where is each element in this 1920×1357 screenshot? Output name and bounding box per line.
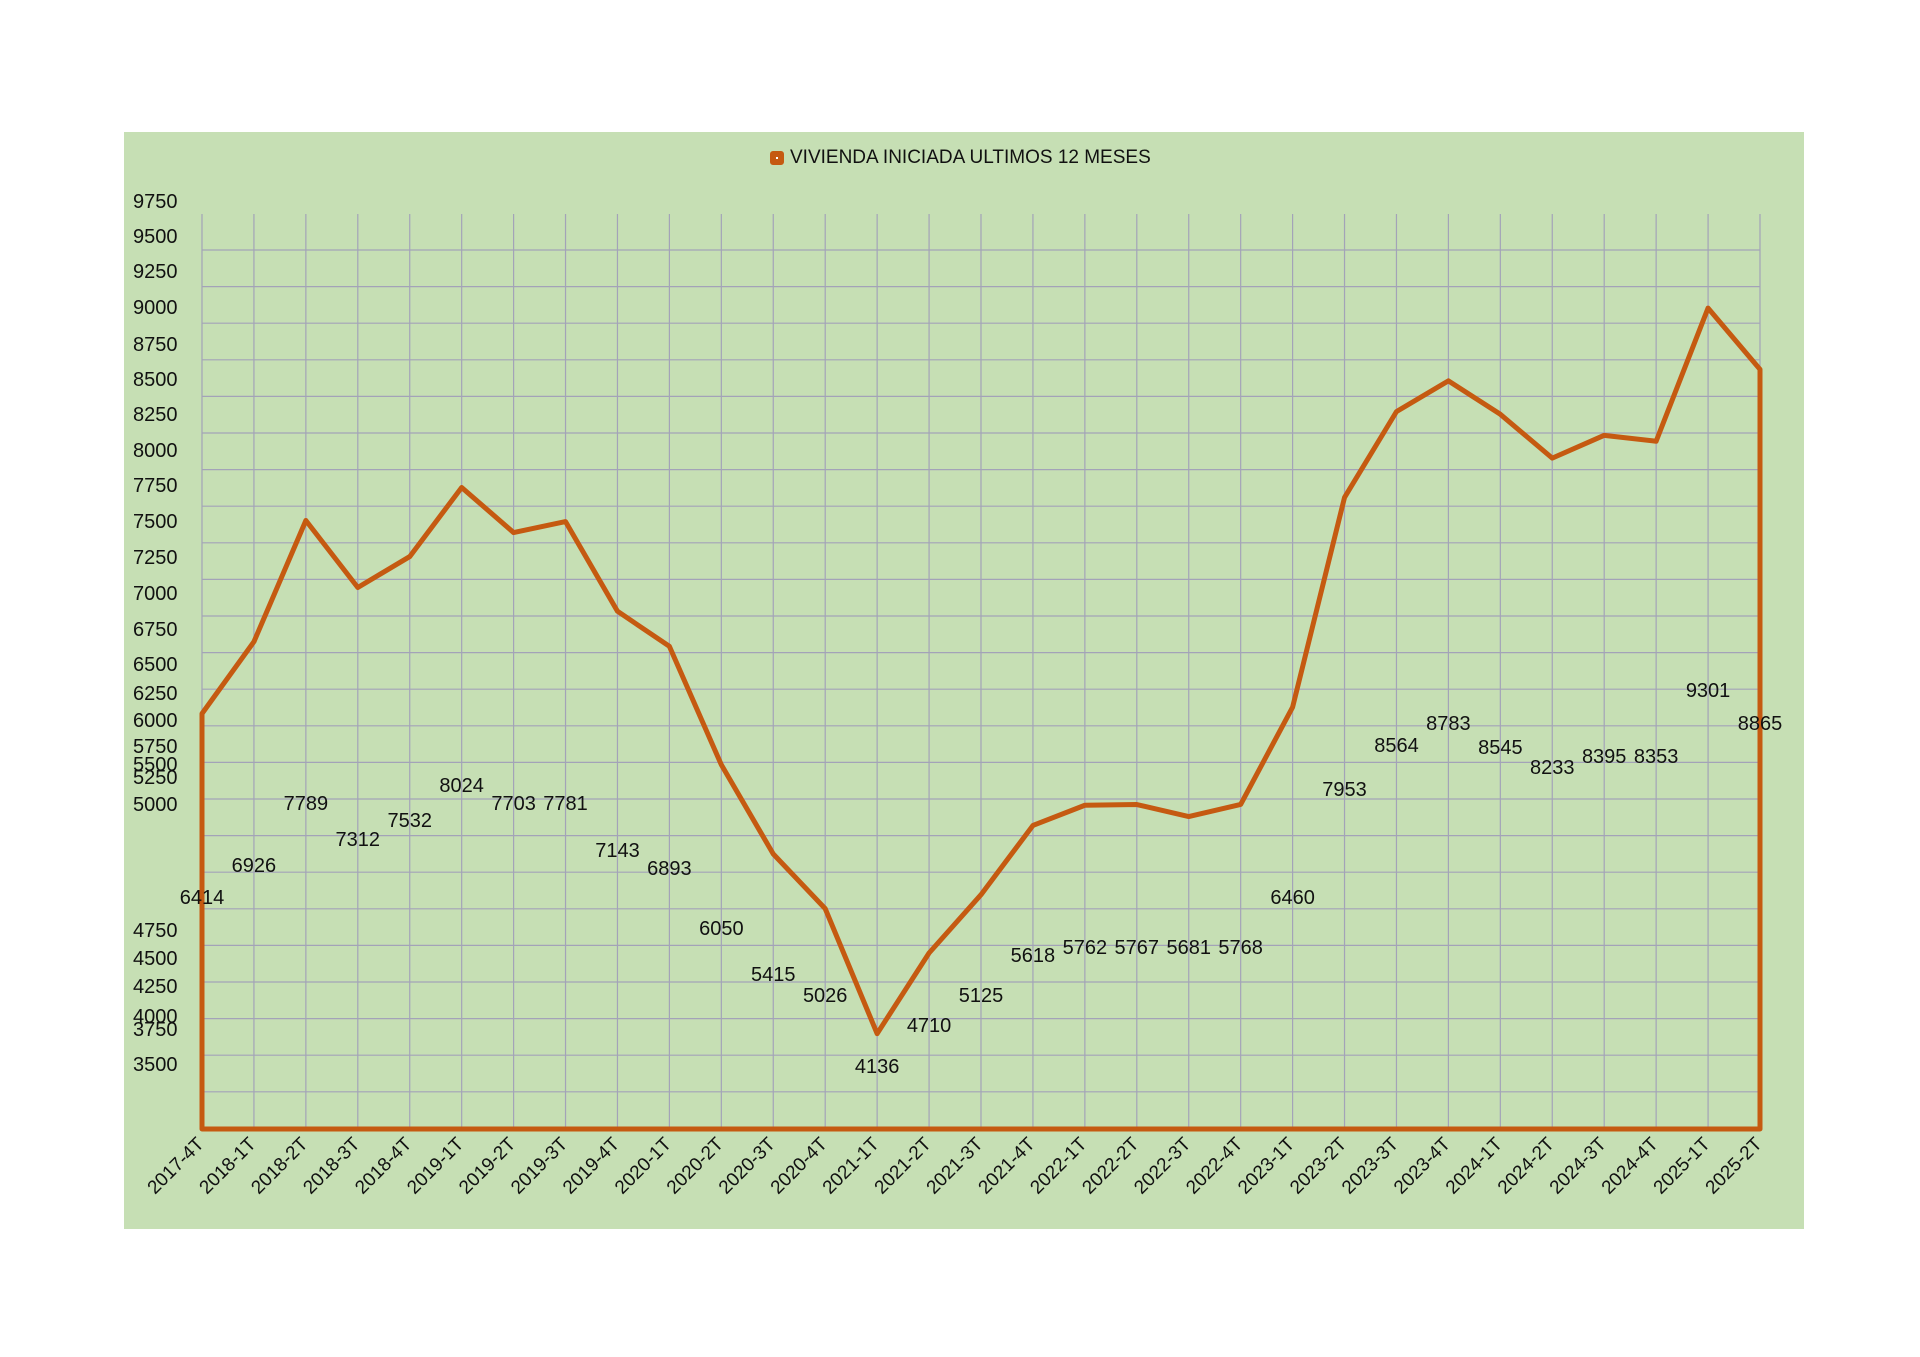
data-label: 5767 (1115, 937, 1160, 959)
y-tick-label: 7000 (133, 583, 178, 605)
x-tick-label: 2018-2T (248, 1133, 313, 1198)
y-tick-label: 6750 (133, 619, 178, 641)
y-tick-label: 4000 (133, 1006, 178, 1028)
data-label: 5762 (1063, 937, 1108, 959)
y-tick-label: 7750 (133, 475, 178, 497)
data-label: 8353 (1634, 746, 1679, 768)
y-tick-label: 7250 (133, 547, 178, 569)
y-tick-label: 5250 (133, 767, 178, 789)
y-tick-label: 9750 (133, 191, 178, 213)
data-label: 8564 (1374, 735, 1419, 757)
data-label: 6926 (232, 855, 277, 877)
data-label: 8783 (1426, 713, 1471, 735)
y-tick-label: 4500 (133, 948, 178, 970)
data-label: 9301 (1686, 680, 1731, 702)
y-tick-label: 8500 (133, 369, 178, 391)
series-line (199, 305, 1763, 1132)
data-label: 6460 (1270, 887, 1315, 909)
x-tick-label: 2018-4T (351, 1133, 416, 1198)
data-label: 5026 (803, 985, 848, 1007)
data-label: 8024 (439, 775, 484, 797)
x-tick-label: 2021-3T (923, 1133, 988, 1198)
data-label: 6893 (647, 858, 692, 880)
y-tick-label: 5500 (133, 754, 178, 776)
x-tick-label: 2021-2T (871, 1133, 936, 1198)
data-label: 4136 (855, 1056, 900, 1078)
x-tick-label: 2021-4T (975, 1133, 1040, 1198)
data-label: 7953 (1322, 779, 1367, 801)
y-tick-label: 4250 (133, 976, 178, 998)
data-label: 4710 (907, 1015, 952, 1037)
legend: VIVIENDA INICIADA ULTIMOS 12 MESES (770, 147, 1151, 169)
x-tick-label: 2023-2T (1286, 1133, 1351, 1198)
x-tick-label: 2019-4T (559, 1133, 624, 1198)
x-tick-label: 2020-1T (611, 1133, 676, 1198)
x-tick-label: 2023-1T (1234, 1133, 1299, 1198)
data-label: 6050 (699, 918, 744, 940)
data-label: 5768 (1218, 937, 1263, 959)
y-tick-label: 9250 (133, 261, 178, 283)
data-label: 6414 (180, 887, 225, 909)
y-tick-label: 9500 (133, 226, 178, 248)
x-tick-label: 2020-2T (663, 1133, 728, 1198)
data-label: 7312 (336, 829, 381, 851)
x-tick-label: 2019-1T (403, 1133, 468, 1198)
data-label: 7703 (491, 793, 536, 815)
legend-label: VIVIENDA INICIADA ULTIMOS 12 MESES (790, 147, 1151, 168)
x-tick-label: 2024-4T (1598, 1133, 1663, 1198)
data-label: 8233 (1530, 757, 1575, 779)
x-tick-label: 2021-1T (819, 1133, 884, 1198)
data-labels: 6414 6926 7789 7312 7532 8024 7703 7781 7143 6893… (180, 680, 1783, 1078)
x-tick-label: 2019-2T (455, 1133, 520, 1198)
x-tick-label: 2017-4T (144, 1133, 209, 1198)
data-label: 5415 (751, 964, 796, 986)
y-tick-label: 8250 (133, 404, 178, 426)
y-tick-label: 3750 (133, 1019, 178, 1041)
x-tick-label: 2020-3T (715, 1133, 780, 1198)
y-tick-label: 8750 (133, 334, 178, 356)
x-tick-label: 2022-4T (1182, 1133, 1247, 1198)
y-tick-label: 6500 (133, 654, 178, 676)
data-label: 7789 (284, 793, 329, 815)
chart-panel (124, 132, 1804, 1229)
data-label: 7781 (543, 793, 588, 815)
data-label: 7143 (595, 840, 640, 862)
x-tick-label: 2018-1T (196, 1133, 261, 1198)
y-tick-label: 4750 (133, 920, 178, 942)
x-axis-tick-labels: 2017-4T2018-1T2018-2T2018-3T2018-4T2019-… (144, 1133, 1767, 1198)
data-label: 7532 (387, 810, 432, 832)
x-tick-label: 2024-2T (1494, 1133, 1559, 1198)
x-tick-label: 2022-1T (1027, 1133, 1092, 1198)
x-tick-label: 2022-3T (1130, 1133, 1195, 1198)
x-tick-label: 2025-2T (1702, 1133, 1767, 1198)
x-tick-label: 2023-4T (1390, 1133, 1455, 1198)
area-layer (199, 305, 1763, 1132)
y-tick-label: 5750 (133, 736, 178, 758)
x-tick-label: 2025-1T (1650, 1133, 1715, 1198)
x-tick-label: 2024-3T (1546, 1133, 1611, 1198)
y-tick-label: 5000 (133, 794, 178, 816)
x-tick-label: 2020-4T (767, 1133, 832, 1198)
data-label: 5681 (1166, 937, 1211, 959)
legend-marker-icon (770, 151, 784, 165)
x-tick-label: 2022-2T (1078, 1133, 1143, 1198)
data-label: 8545 (1478, 737, 1523, 759)
data-label: 8865 (1738, 713, 1783, 735)
y-tick-label: 7500 (133, 511, 178, 533)
y-tick-label: 6250 (133, 683, 178, 705)
data-label: 8395 (1582, 746, 1627, 768)
x-tick-label: 2023-3T (1338, 1133, 1403, 1198)
y-tick-label: 8000 (133, 440, 178, 462)
x-tick-label: 2024-1T (1442, 1133, 1507, 1198)
x-tick-label: 2018-3T (299, 1133, 364, 1198)
y-tick-label: 6000 (133, 710, 178, 732)
y-axis-tick-labels: 9750 9500 9250 9000 8750 8500 8250 8000 7750 7500… (133, 191, 178, 1076)
x-tick-label: 2019-3T (507, 1133, 572, 1198)
y-tick-label: 3500 (133, 1054, 178, 1076)
data-label: 5125 (959, 985, 1004, 1007)
data-label: 5618 (1011, 945, 1056, 967)
y-tick-label: 9000 (133, 297, 178, 319)
